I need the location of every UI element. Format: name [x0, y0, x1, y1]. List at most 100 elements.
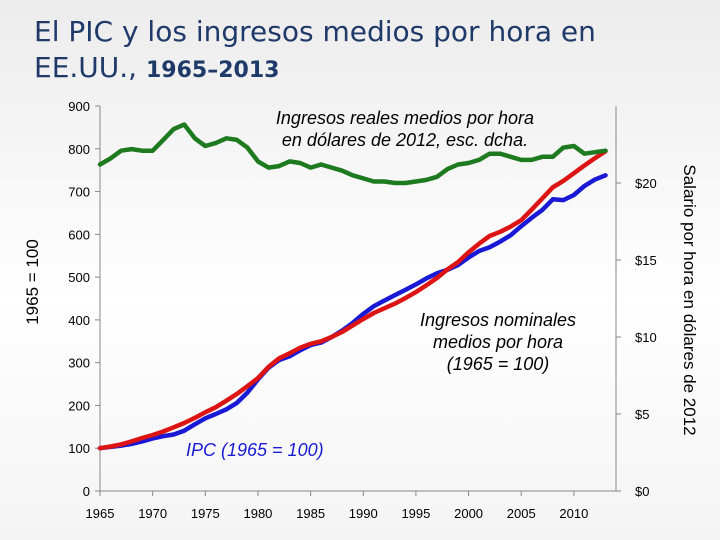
series-1-point	[509, 225, 513, 229]
chart-series	[97, 122, 608, 451]
series-1-point	[414, 290, 418, 294]
series-0-point	[467, 255, 471, 259]
series-2-point	[551, 155, 555, 159]
series-1-point	[256, 376, 260, 380]
series-0-point	[424, 276, 428, 280]
x-tick-label: 1970	[138, 506, 167, 521]
series-2-point	[382, 179, 386, 184]
slide-title-line1: El PIC y los ingresos medios por hora en	[34, 15, 596, 48]
series-1-point	[193, 416, 197, 420]
y2-tick-label: $10	[635, 330, 657, 345]
x-tick-label: 1995	[401, 506, 430, 521]
series-2-point	[193, 136, 197, 140]
series-1-point	[593, 156, 597, 160]
y-tick-label: 800	[68, 142, 90, 157]
series-2-point	[108, 156, 113, 160]
series-0-point	[403, 288, 407, 292]
series-2-point	[424, 178, 428, 182]
series-0-point	[214, 412, 218, 416]
series-0-point	[477, 249, 481, 253]
series-0-point	[372, 304, 376, 308]
series-2-point	[593, 150, 597, 154]
series-0-point	[488, 245, 492, 249]
series-0-point	[361, 312, 365, 316]
y-tick-label: 700	[68, 185, 90, 200]
series-2-point	[309, 166, 313, 170]
series-2-point	[224, 136, 228, 140]
series-1-point	[424, 283, 428, 287]
slide-title-line2: EE.UU., 1965–2013	[34, 50, 674, 89]
y2-tick-label: $0	[635, 484, 649, 499]
series-0-point	[224, 407, 228, 411]
series-1-point	[551, 185, 555, 189]
series-2-point	[351, 173, 355, 177]
series-0-point	[582, 184, 587, 188]
annotation-0-line: en dólares de 2012, esc. dcha.	[282, 130, 528, 150]
x-tick-label: 1985	[296, 506, 325, 521]
series-0-point	[245, 391, 249, 395]
series-1-point	[182, 421, 186, 425]
series-2-point	[330, 166, 334, 170]
annotation-1-line: Ingresos nominales	[420, 310, 576, 330]
series-2-point	[256, 159, 260, 163]
series-1-point	[351, 323, 355, 327]
series-1-point	[330, 335, 334, 339]
series-2-point	[456, 162, 460, 167]
series-1-point	[477, 242, 481, 246]
series-2-point	[203, 144, 207, 148]
y2-tick-label: $5	[635, 407, 649, 422]
x-tick-label: 2010	[559, 506, 588, 521]
series-2-point	[340, 169, 344, 173]
series-2-point	[403, 181, 407, 185]
series-0-point	[572, 193, 576, 197]
chart-axes: 0 100 200 300 400 500 600 700 800 900 $0 $5 $10 $15 $2…	[23, 99, 699, 521]
series-1-point	[340, 330, 344, 334]
series-2-point	[172, 127, 176, 131]
series-1-point	[435, 276, 439, 280]
series-1-point	[266, 365, 271, 369]
x-tick-label: 2005	[507, 506, 536, 521]
series-1-point	[361, 317, 365, 321]
y-tick-label: 0	[83, 484, 90, 499]
series-0-point	[193, 422, 197, 426]
series-1-point	[235, 392, 239, 396]
series-0-point	[235, 401, 239, 405]
series-2-point	[161, 138, 165, 142]
series-2-point	[435, 175, 439, 179]
series-1-point	[119, 442, 123, 446]
series-0-point	[519, 224, 523, 228]
series-2-point	[266, 166, 271, 170]
series-2-point	[151, 149, 155, 153]
series-line-1	[97, 149, 608, 451]
series-1-point	[519, 218, 523, 222]
series-2-point	[530, 158, 534, 162]
series-2-point	[235, 138, 239, 142]
series-0-point	[530, 216, 534, 220]
series-2-point	[582, 152, 587, 156]
series-1-point	[445, 267, 450, 271]
series-2-point	[140, 149, 144, 153]
y-tick-label: 400	[68, 313, 90, 328]
series-1-point	[319, 339, 323, 343]
series-2-point	[98, 162, 102, 167]
x-tick-label: 1990	[349, 506, 378, 521]
series-2-point	[477, 158, 481, 162]
y2-tick-label: $15	[635, 253, 657, 268]
series-0-point	[551, 197, 555, 201]
series-0-point	[382, 299, 386, 303]
series-1-point	[245, 384, 249, 388]
series-0-point	[603, 173, 608, 177]
series-2-point	[393, 181, 397, 185]
series-2-point	[467, 161, 471, 165]
series-1-point	[572, 171, 576, 175]
series-0-point	[435, 271, 439, 275]
series-2-point	[361, 176, 365, 180]
slide-title-years: 1965–2013	[145, 58, 280, 83]
series-2-point	[603, 149, 608, 153]
series-1-point	[140, 436, 144, 440]
series-1-point	[288, 351, 292, 355]
slide-title: El PIC y los ingresos medios por hora en…	[34, 14, 674, 89]
annotation-2-line: IPC (1965 = 100)	[186, 440, 324, 460]
series-2-point	[182, 122, 186, 127]
